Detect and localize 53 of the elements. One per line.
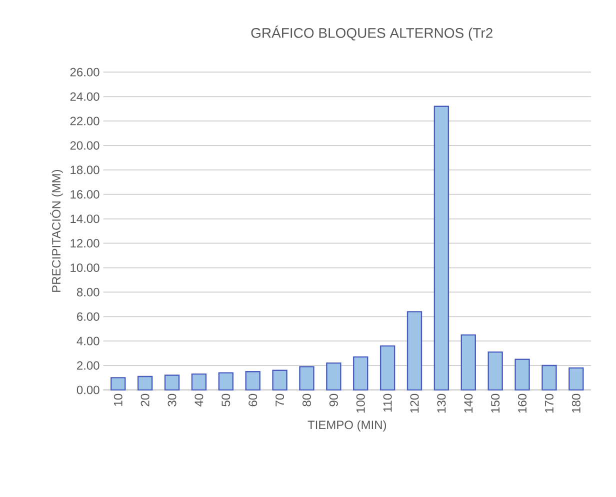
bar <box>542 364 557 390</box>
chart-title: GRÁFICO BLOQUES ALTERNOS (Tr2 <box>251 26 492 41</box>
x-tick-label: 160 <box>518 394 527 413</box>
x-tick-label: 120 <box>410 394 419 413</box>
y-tick-label: 24.00 <box>70 92 100 101</box>
x-tick-label: 30 <box>168 394 176 406</box>
bar <box>110 377 126 390</box>
x-tick-label: 60 <box>248 394 258 406</box>
x-tick-label: 20 <box>140 394 150 406</box>
bar <box>353 356 368 390</box>
x-axis-title: TIEMPO (MIN) <box>308 420 386 432</box>
bar <box>406 311 422 390</box>
bar <box>191 373 207 390</box>
bar <box>245 370 260 390</box>
y-tick-label: 14.00 <box>70 214 100 224</box>
bar <box>272 370 288 390</box>
y-axis-title: PRECIPITACIÓN (MM) <box>50 170 63 292</box>
x-tick-label: 180 <box>572 394 580 413</box>
y-tick-label: 20.00 <box>70 141 100 150</box>
bar <box>514 358 530 390</box>
bar <box>299 366 314 390</box>
y-tick-label: 6.00 <box>77 312 100 321</box>
x-tick-label: 140 <box>464 394 473 413</box>
bar <box>568 367 584 390</box>
y-tick-label: 12.00 <box>70 238 100 248</box>
y-tick-label: 2.00 <box>77 361 100 370</box>
y-tick-label: 18.00 <box>70 166 100 174</box>
x-tick-label: 130 <box>437 394 446 413</box>
bar <box>460 334 476 390</box>
y-tick-label: 4.00 <box>76 336 100 346</box>
x-tick-label: 80 <box>302 394 311 406</box>
x-tick-label: 50 <box>222 394 230 406</box>
y-tick-label: 10.00 <box>70 263 100 272</box>
x-tick-label: 90 <box>329 394 338 406</box>
x-tick-label: 170 <box>544 394 554 413</box>
y-tick-label: 8.00 <box>76 288 100 296</box>
bar <box>326 362 342 390</box>
y-tick-label: 16.00 <box>70 190 100 199</box>
bar <box>218 372 234 390</box>
x-tick-label: 10 <box>114 394 122 406</box>
y-tick-label: 0.00 <box>76 386 100 394</box>
bar <box>164 374 180 390</box>
bar <box>380 345 396 390</box>
bar <box>137 376 153 390</box>
x-tick-label: 70 <box>276 394 284 406</box>
x-tick-label: 100 <box>356 394 365 413</box>
x-tick-label: 40 <box>194 394 204 406</box>
bar <box>488 351 503 390</box>
x-tick-label: 110 <box>383 394 392 412</box>
bar <box>434 106 450 390</box>
y-tick-label: 26.00 <box>70 68 100 76</box>
x-tick-label: 150 <box>491 394 500 413</box>
y-tick-label: 22.00 <box>70 116 100 126</box>
